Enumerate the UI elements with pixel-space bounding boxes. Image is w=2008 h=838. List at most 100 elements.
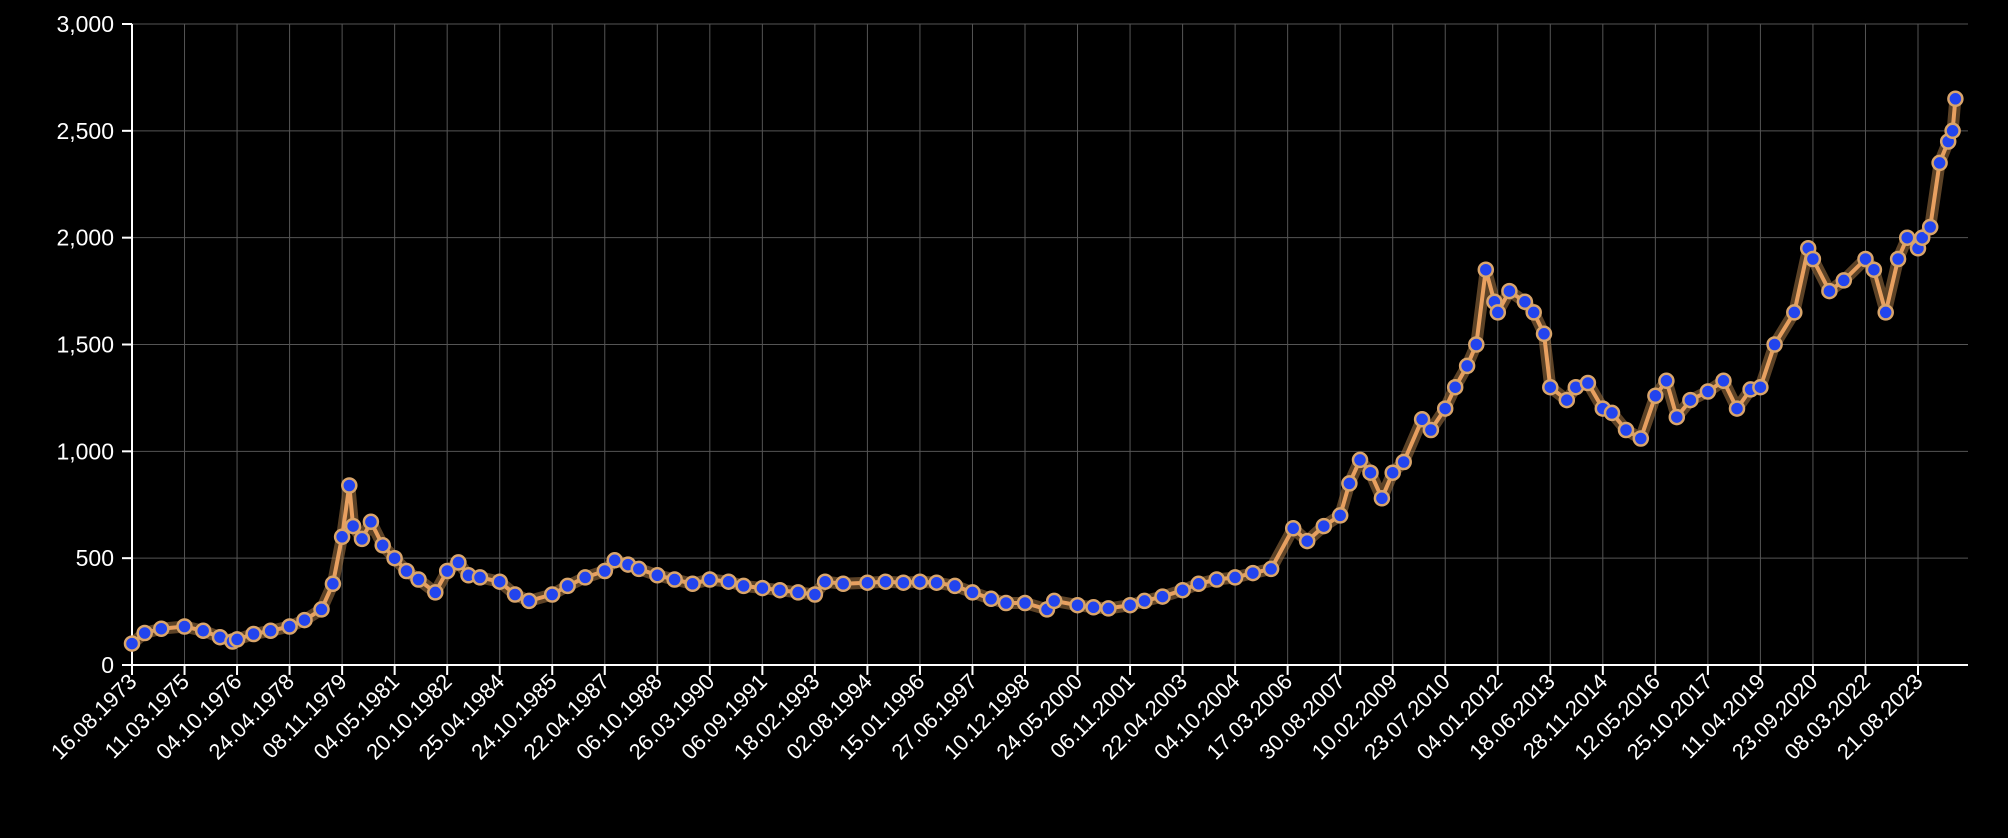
axes <box>122 23 1968 675</box>
data-point <box>1436 400 1454 417</box>
y-tick-label: 1,000 <box>56 438 114 464</box>
data-point <box>1100 600 1117 617</box>
data-point <box>1947 90 1964 108</box>
data-point <box>684 575 701 593</box>
data-point <box>720 573 737 590</box>
data-point <box>194 622 212 640</box>
data-point <box>1766 336 1783 353</box>
data-point <box>834 575 852 593</box>
data-point <box>410 571 427 588</box>
data-point <box>1226 569 1244 586</box>
data-point <box>997 594 1015 612</box>
y-tick-labels: 0 500 1,000 1,500 2,000 2,500 3,000 <box>56 11 114 678</box>
data-point <box>1647 387 1664 405</box>
data-point <box>1298 532 1316 550</box>
data-point <box>1362 464 1379 481</box>
data-point <box>176 618 193 635</box>
data-point <box>1516 293 1534 311</box>
data-point <box>1384 464 1401 481</box>
data-point <box>576 569 594 586</box>
data-point <box>1913 229 1931 246</box>
data-point <box>701 571 719 588</box>
data-point <box>1501 282 1518 300</box>
data-point <box>1174 581 1191 599</box>
data-point <box>1821 282 1838 300</box>
data-point <box>1331 507 1349 524</box>
data-point <box>1085 599 1102 616</box>
series-layer <box>123 90 1964 652</box>
data-point <box>262 622 279 640</box>
data-point <box>1315 517 1333 535</box>
data-point <box>1016 594 1034 612</box>
data-point <box>1395 453 1412 471</box>
data-point <box>559 577 576 595</box>
data-point <box>1931 154 1948 172</box>
y-tick-label: 0 <box>101 652 114 678</box>
data-point <box>1579 374 1597 392</box>
data-point <box>398 562 415 580</box>
data-point <box>1715 372 1732 390</box>
data-point <box>1835 272 1853 289</box>
y-tick-label: 2,500 <box>56 118 114 144</box>
data-point <box>1786 304 1803 321</box>
data-point <box>816 573 834 590</box>
data-point <box>491 573 508 590</box>
data-point <box>1284 520 1302 537</box>
data-point <box>1413 411 1431 428</box>
data-point <box>630 560 648 578</box>
data-point <box>344 517 362 535</box>
data-point <box>1535 325 1553 343</box>
y-tick-label: 1,500 <box>56 332 114 358</box>
data-point <box>895 574 912 591</box>
data-point <box>438 562 456 580</box>
data-point <box>386 549 403 567</box>
data-point <box>735 577 752 595</box>
data-point <box>136 624 153 642</box>
data-point <box>771 581 789 599</box>
data-point <box>1373 490 1391 507</box>
data-point <box>1069 596 1086 614</box>
data-point <box>1468 336 1485 353</box>
data-point <box>1045 592 1063 610</box>
data-point <box>1617 421 1635 439</box>
data-point <box>228 631 246 648</box>
data-point <box>450 554 467 571</box>
data-point <box>1190 575 1207 593</box>
data-point <box>1542 378 1559 396</box>
y-tick-label: 500 <box>76 545 114 571</box>
data-point <box>1244 564 1262 582</box>
data-point <box>313 601 330 618</box>
data-point <box>341 477 358 494</box>
data-point <box>1944 122 1961 140</box>
data-point <box>1877 304 1894 321</box>
data-point <box>1658 372 1675 390</box>
data-point <box>296 611 313 629</box>
data-point <box>806 586 824 603</box>
data-point <box>324 575 342 593</box>
data-point <box>1682 391 1699 409</box>
data-point <box>471 569 489 586</box>
data-point <box>1865 261 1883 278</box>
data-point <box>506 586 524 603</box>
data-point <box>1489 304 1507 321</box>
data-point <box>362 513 380 531</box>
data-point <box>1525 304 1542 321</box>
data-point <box>1121 596 1139 614</box>
data-point <box>911 573 929 590</box>
data-point <box>1699 383 1717 400</box>
data-point <box>1458 357 1476 375</box>
data-point <box>1857 250 1874 268</box>
y-tick-label: 3,000 <box>56 11 114 37</box>
data-point <box>1889 250 1907 268</box>
data-point <box>1422 421 1440 439</box>
data-point <box>982 590 1000 608</box>
data-point <box>520 592 538 610</box>
data-point <box>1603 404 1621 422</box>
data-point <box>649 567 666 584</box>
data-point <box>789 584 807 601</box>
series-band <box>128 98 1962 649</box>
data-point <box>281 618 298 635</box>
data-point <box>1804 250 1822 268</box>
data-point <box>1558 391 1576 409</box>
